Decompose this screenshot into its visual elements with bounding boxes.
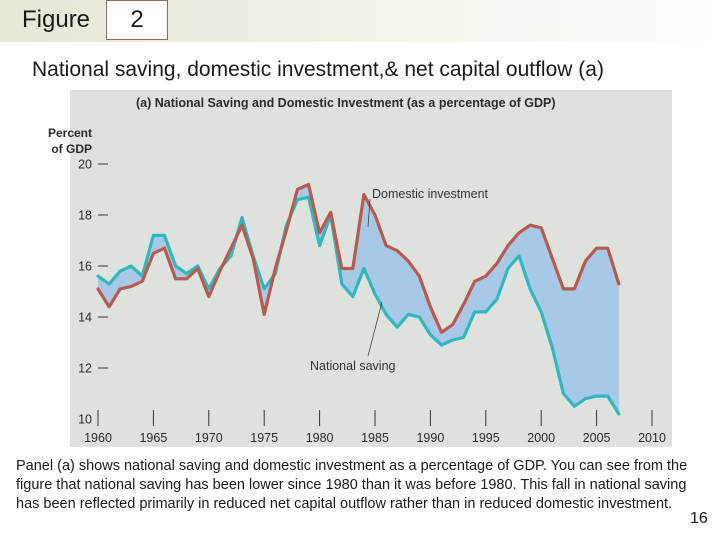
y-tick-label: 12	[78, 362, 92, 376]
y-axis-label: Percent of GDP	[48, 126, 92, 156]
y-tick-label: 20	[78, 158, 92, 172]
page-number: 16	[690, 510, 708, 527]
figure-number-box: 2	[106, 0, 168, 40]
x-tick-label: 1960	[84, 431, 112, 445]
x-tick-label: 1980	[306, 431, 334, 445]
x-tick-label: 2000	[527, 431, 555, 445]
x-tick-label: 1970	[195, 431, 223, 445]
y-axis-label-line: Percent	[48, 126, 92, 140]
x-tick-label: 1990	[416, 431, 444, 445]
figure-label: Figure	[22, 6, 91, 33]
gap-fill-area	[98, 184, 619, 414]
y-tick-label: 10	[78, 413, 92, 427]
gap-fill-group	[98, 184, 619, 414]
y-axis-label-line: of GDP	[51, 142, 92, 156]
slide-title: National saving, domestic investment,& n…	[32, 58, 604, 81]
domestic-investment-line	[96, 182, 621, 334]
figure-number: 2	[130, 6, 144, 33]
slide-caption: Panel (a) shows national saving and dome…	[16, 458, 688, 512]
x-ticks: 1960 1965 1970 1975 1980 1985 1990 1995 2000 2005…	[84, 410, 666, 445]
series-group	[96, 182, 621, 416]
y-tick-label: 16	[78, 260, 92, 274]
x-tick-label: 2005	[583, 431, 611, 445]
x-tick-label: 1995	[472, 431, 500, 445]
domestic-investment-annotation: Domestic investment	[372, 187, 489, 201]
y-ticks: 10 12 14 16 18 20	[78, 158, 108, 427]
x-tick-label: 1965	[139, 431, 167, 445]
national-saving-line	[96, 195, 621, 416]
chart-title: (a) National Saving and Domestic Investm…	[136, 96, 556, 110]
domestic-investment-leader	[367, 198, 371, 228]
y-tick-label: 14	[78, 311, 92, 325]
x-tick-label: 1985	[361, 431, 389, 445]
national-saving-annotation: National saving	[310, 359, 396, 373]
annotations: Domestic investment National saving	[310, 187, 489, 373]
x-tick-label: 1975	[250, 431, 278, 445]
x-tick-label: 2010	[638, 431, 666, 445]
national-saving-leader	[367, 301, 383, 357]
y-tick-label: 18	[78, 209, 92, 223]
